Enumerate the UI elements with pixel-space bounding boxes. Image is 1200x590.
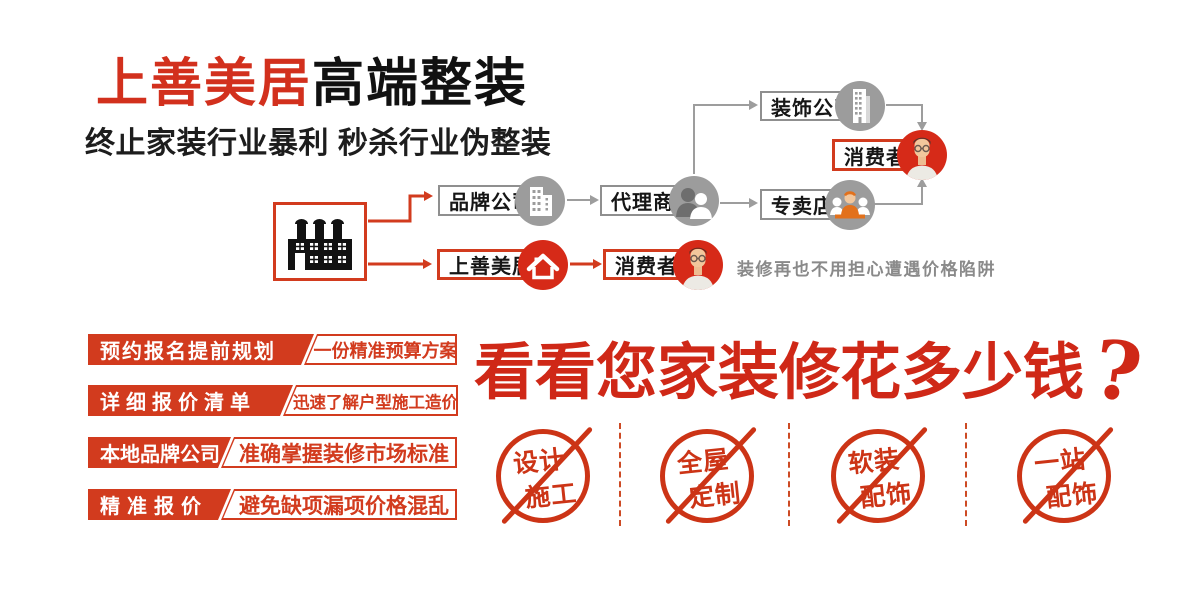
flow-node-agent: 代理商 — [600, 175, 719, 226]
stamp-design-construction: 设计 施工 — [496, 426, 594, 525]
arrowhead — [749, 198, 758, 208]
tall-building-icon — [853, 89, 870, 123]
node-badge — [515, 175, 565, 226]
node-badge — [897, 130, 947, 180]
arrow-agent-to-decor — [693, 104, 749, 174]
factory-node — [273, 202, 367, 281]
buildings-icon — [530, 186, 552, 216]
benefit-desc: 准确掌握装修市场标准 — [221, 437, 457, 468]
arrow-factory-to-brand — [368, 194, 424, 223]
consumer-avatar-icon — [682, 247, 714, 290]
dashed-divider — [788, 423, 790, 526]
benefit-tag: 本地品牌公司 — [88, 437, 231, 468]
benefit-desc: 避免缺项漏项价格混乱 — [221, 489, 457, 520]
flow-node-decor-company: 装饰公司 — [760, 81, 885, 131]
flow-node-store: 专卖店 — [760, 179, 875, 230]
benefit-desc: 迅速了解户型施工造价 — [283, 385, 458, 416]
stamp-one-stop: 一站 配饰 — [1017, 426, 1115, 525]
consumer-avatar-icon — [906, 137, 938, 180]
arrowhead — [593, 259, 602, 269]
subtitle: 终止家装行业暴利 秒杀行业伪整装 — [85, 127, 552, 160]
node-badge — [835, 81, 885, 131]
page-title: 上善美居高端整装 — [96, 58, 528, 110]
two-people-icon — [676, 187, 712, 219]
stamp-word-bottom: 配饰 — [1044, 478, 1100, 513]
arrow-store-to-consumer — [874, 187, 923, 205]
flow-node-ssmj: 上善美居 — [437, 239, 568, 290]
question-mark: ? — [1087, 321, 1148, 421]
brand-name: 上善美居 — [96, 55, 313, 113]
title-suffix: 高端整装 — [312, 55, 529, 113]
node-badge — [673, 239, 723, 290]
node-badge — [825, 179, 875, 230]
benefit-tag: 精准报价 — [88, 489, 231, 520]
headline: 看看您家装修花多少钱? — [474, 321, 1147, 421]
flow-node-consumer-top: 消费者 — [832, 130, 947, 180]
dashed-divider — [965, 423, 967, 526]
arrow-decor-to-consumer — [886, 104, 923, 122]
flow-node-brand-company: 品牌公司 — [438, 175, 565, 226]
node-badge — [518, 239, 568, 290]
flow-node-consumer-bottom: 消费者 — [603, 239, 723, 290]
node-badge — [669, 175, 719, 226]
arrowhead — [590, 195, 599, 205]
flow-note: 装修再也不用担心遭遇价格陷阱 — [737, 260, 996, 279]
shop-staff-icon — [830, 190, 870, 218]
dashed-divider — [619, 423, 621, 526]
arrowhead — [423, 259, 432, 269]
stamp-word-bottom: 配饰 — [858, 478, 914, 513]
stamp-whole-house-custom: 全屋 定制 — [660, 426, 758, 525]
headline-text: 看看您家装修花多少钱 — [474, 337, 1085, 408]
house-icon — [526, 253, 560, 279]
benefit-desc: 一份精准预算方案 — [304, 334, 457, 365]
stamp-word-bottom: 定制 — [687, 478, 743, 513]
benefit-tag: 预约报名提前规划 — [88, 334, 314, 365]
stamp-soft-furnishing: 软装 配饰 — [831, 426, 929, 525]
factory-icon — [288, 218, 352, 270]
stamp-word-bottom: 施工 — [523, 478, 579, 513]
arrowhead — [749, 100, 758, 110]
benefit-tag: 详细报价清单 — [88, 385, 293, 416]
arrowhead — [424, 191, 433, 201]
